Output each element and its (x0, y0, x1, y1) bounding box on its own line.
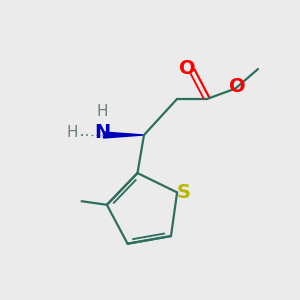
Text: N: N (94, 123, 110, 142)
Polygon shape (103, 132, 144, 138)
Text: O: O (179, 58, 196, 78)
Text: H: H (96, 103, 108, 118)
Text: H: H (67, 125, 78, 140)
Text: O: O (229, 76, 245, 96)
Text: S: S (177, 183, 191, 202)
